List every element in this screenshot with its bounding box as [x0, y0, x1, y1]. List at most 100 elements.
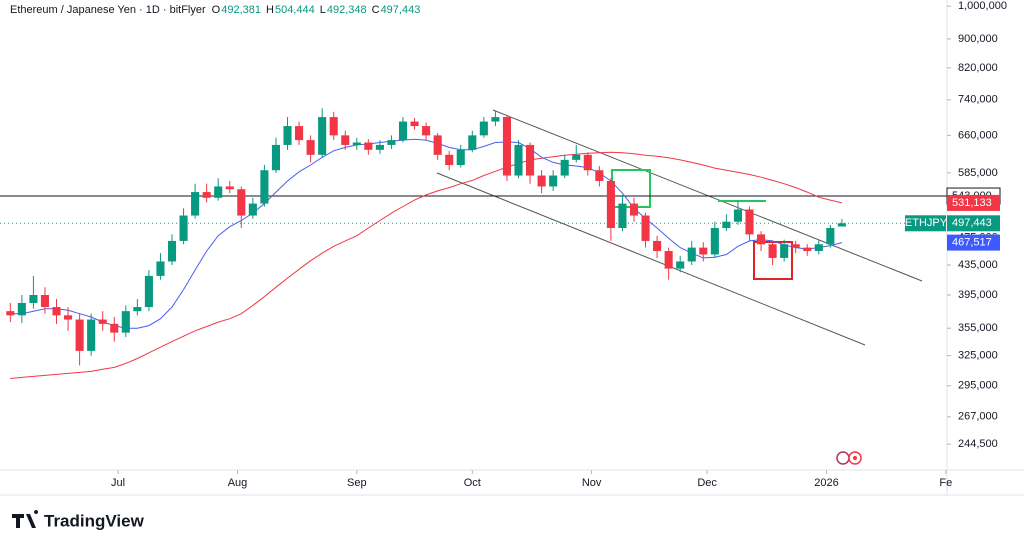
candle-body: [791, 244, 800, 248]
candle-body: [699, 247, 708, 255]
y-tick-label: 435,000: [958, 259, 998, 271]
candle-body: [306, 140, 315, 155]
candle-body: [502, 117, 511, 176]
candle-body: [214, 186, 223, 198]
candle-body: [468, 135, 477, 150]
candle-body: [676, 261, 685, 269]
candle-body: [179, 215, 188, 241]
candle-body: [826, 227, 835, 245]
event-icon[interactable]: [836, 451, 850, 465]
candle-body: [768, 244, 777, 258]
candle-body: [110, 323, 119, 333]
symbol-label: ETHJPY: [905, 217, 948, 229]
price-label-box: [947, 234, 1000, 251]
ohlc-letter: H: [266, 4, 274, 16]
candle-body: [271, 144, 280, 171]
candle-body: [98, 319, 107, 324]
candle-body: [156, 261, 165, 276]
ohlc-value: 504,444: [275, 4, 315, 16]
ohlc-letter: O: [212, 4, 221, 16]
candle-body: [364, 142, 373, 150]
candle-body: [248, 203, 257, 216]
x-tick-label: Fe: [939, 477, 952, 489]
candle-body: [653, 240, 662, 252]
candle-body: [318, 117, 327, 155]
candle-body: [191, 192, 200, 216]
logo-mark: [12, 510, 39, 528]
candle-body: [572, 154, 581, 160]
candle-body: [75, 319, 84, 351]
candle-body: [433, 135, 442, 155]
y-tick-label: 900,000: [958, 33, 998, 45]
x-tick-label: Sep: [347, 477, 367, 489]
moving-average: [10, 151, 843, 379]
candle-body: [121, 311, 130, 333]
y-tick-label: 325,000: [958, 350, 998, 362]
y-tick-label: 355,000: [958, 322, 998, 334]
candle-body: [202, 192, 211, 198]
candle-body: [52, 307, 61, 316]
price-label-box: [947, 215, 1000, 232]
candle-body: [710, 227, 719, 255]
ohlc-value: 497,443: [381, 4, 421, 16]
y-tick-label: 585,000: [958, 167, 998, 179]
candle-body: [40, 294, 50, 308]
candle-body: [618, 203, 627, 228]
x-tick-label: Oct: [464, 477, 481, 489]
candle-body: [606, 180, 615, 228]
ohlc-value: 492,381: [221, 4, 261, 16]
candle-body: [837, 223, 846, 227]
channel-lower: [436, 172, 866, 346]
y-tick-label: 267,000: [958, 411, 998, 423]
price-label-box: [947, 194, 1000, 211]
x-tick-label: Aug: [228, 477, 248, 489]
candle-body: [422, 126, 431, 136]
candle-body: [144, 275, 153, 308]
price-label: 467,517: [952, 236, 992, 248]
y-tick-label: 820,000: [958, 62, 998, 74]
x-tick-label: Dec: [697, 477, 717, 489]
candle-body: [757, 234, 766, 245]
price-label: 497,443: [952, 217, 992, 229]
ohlc-letter: C: [372, 4, 380, 16]
candle-body: [814, 244, 823, 252]
candle-body: [745, 209, 754, 235]
candle-body: [560, 159, 569, 176]
candle-body: [410, 121, 419, 127]
candle-body: [29, 294, 38, 303]
candle-body: [375, 144, 384, 150]
y-tick-label: 395,000: [958, 289, 998, 301]
candle-body: [283, 126, 292, 145]
x-tick-label: Jul: [111, 477, 125, 489]
candle-body: [329, 117, 338, 136]
candle-body: [583, 154, 592, 171]
candle-body: [629, 203, 639, 216]
candle-body: [664, 251, 673, 269]
candle-body: [17, 302, 26, 316]
symbol-box: [905, 215, 946, 232]
x-tick-label: Nov: [582, 477, 602, 489]
y-tick-label: 244,500: [958, 438, 998, 450]
y-tick-label: 1,000,000: [958, 0, 1007, 12]
chart-title: Ethereum / Japanese Yen · 1D · bitFlyer: [10, 4, 206, 16]
candle-body: [491, 117, 500, 122]
candle-body: [225, 186, 234, 190]
candle-body: [514, 144, 523, 176]
y-tick-label: 295,000: [958, 380, 998, 392]
candle-body: [398, 121, 408, 141]
brand-logo: TradingView: [12, 510, 145, 530]
candle-body: [780, 244, 789, 258]
candle-body: [456, 149, 465, 166]
candle-body: [595, 170, 604, 181]
candle-body: [87, 319, 96, 351]
candle-body: [722, 221, 731, 228]
channel-upper: [492, 109, 923, 282]
candle-body: [479, 121, 488, 136]
candle-body: [133, 307, 142, 312]
y-tick-label: 660,000: [958, 129, 998, 141]
candle-body: [341, 135, 350, 145]
candle-body: [295, 126, 304, 141]
